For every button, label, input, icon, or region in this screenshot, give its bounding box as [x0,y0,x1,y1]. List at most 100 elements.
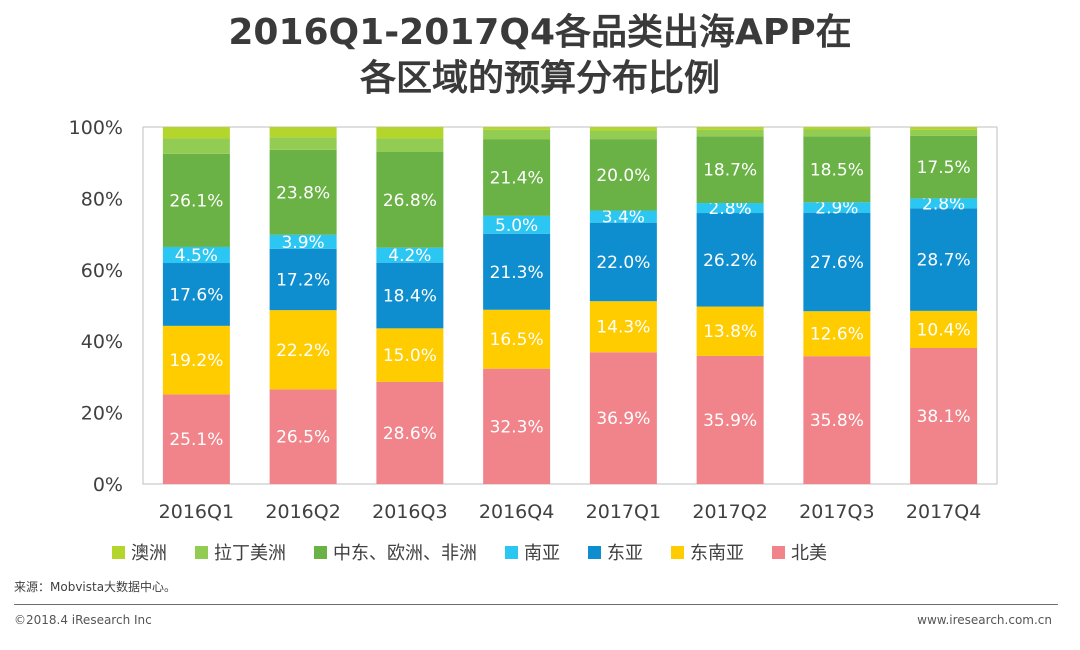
bar-segment [162,325,230,395]
stacked-bar-chart: 0% 20% 40% 60% 80% 100% 25.1% 19.2% 17.6% 4.5% 26.… [69,117,998,523]
bar-data-label: 15.0% [383,346,437,366]
legend-swatch [314,545,327,559]
bar-data-label: 26.5% [276,428,330,448]
bar-segment [589,130,657,140]
legend-label: 中东、欧洲、非洲 [333,543,477,564]
bar-data-label: 21.4% [490,169,544,189]
y-tick-label: 100% [69,117,123,139]
bar-segment [589,139,657,211]
bar-data-label: 22.0% [596,253,650,273]
bar-data-label: 19.2% [169,351,223,371]
bar-data-label: 23.8% [276,183,330,203]
legend-label: 东南亚 [690,543,744,564]
y-tick-label: 20% [81,403,123,425]
x-tick-label: 2016Q2 [265,501,340,523]
legend-item: 拉丁美洲 [195,539,286,565]
bar-data-label: 14.3% [596,318,650,338]
bar-segment [910,208,978,311]
y-tick-label: 0% [93,474,123,496]
bar-segment [269,234,337,249]
bar-segment [483,139,551,216]
bar-data-label: 26.8% [383,191,437,211]
x-tick-label: 2016Q1 [159,501,234,523]
legend-label: 北美 [791,543,827,564]
bar-data-label: 25.1% [169,430,223,450]
bar-segment [376,138,444,152]
bar-segment [269,149,337,235]
bar-segment [696,306,764,356]
bar-segment [162,246,230,264]
bar-segment [483,129,551,140]
legend-swatch [772,545,785,559]
bar-segment [910,129,978,136]
bar-segment [910,135,978,199]
bar-segment [696,355,764,484]
chart-title: 2016Q1-2017Q4各品类出海APP在 各区域的预算分布比例 [0,10,1080,102]
bar-data-label: 2.9% [815,199,858,219]
legend-item: 南亚 [505,539,560,565]
bar-data-label: 12.6% [810,325,864,345]
bar-data-label: 2.8% [709,199,752,219]
bar-segment [376,127,444,139]
y-tick-label: 80% [81,188,123,210]
bar-data-label: 18.4% [383,287,437,307]
bar-segment [696,203,764,214]
bar-segment [483,368,551,484]
bar-segment [269,248,337,311]
bar-data-label: 28.7% [917,251,971,271]
bar-segment [696,136,764,204]
website-link[interactable]: www.iresearch.com.cn [917,613,1052,627]
bar-segment [483,127,551,130]
bar-data-label: 4.2% [388,246,431,266]
footer-divider [14,604,1058,605]
bar-segment [269,310,337,390]
bar-segment [803,202,871,213]
legend-label: 拉丁美洲 [214,543,286,564]
bar-data-label: 17.6% [169,285,223,305]
legend-item: 中东、欧洲、非洲 [314,539,477,565]
bar-segment [162,127,230,139]
bar-segment [589,301,657,353]
x-tick-label: 2017Q4 [906,501,981,523]
bar-data-label: 26.1% [169,191,223,211]
bar-segment [376,262,444,329]
bar-segment [589,127,657,131]
legend-item: 澳洲 [112,539,167,565]
x-tick-label: 2016Q4 [479,501,554,523]
x-tick-label: 2017Q2 [692,501,767,523]
bar-segment [910,310,978,348]
y-tick-label: 60% [81,260,123,282]
bar-data-label: 20.0% [596,166,650,186]
bar-segment [803,127,871,130]
bar-data-label: 18.5% [810,160,864,180]
plot-area-frame [142,126,998,485]
bar-data-label: 3.9% [282,233,325,253]
bar-data-label: 17.2% [276,270,330,290]
chart-title-line2: 各区域的预算分布比例 [359,58,720,99]
bar-segment [803,136,871,203]
bar-data-label: 16.5% [490,330,544,350]
legend-label: 东亚 [607,543,643,564]
bar-segment [483,215,551,234]
bar-segment [162,394,230,484]
legend-swatch [671,545,684,559]
bar-segment [483,309,551,369]
bar-data-label: 26.2% [703,251,757,271]
bar-segment [376,328,444,382]
bar-segment [696,127,764,130]
legend-swatch [588,545,601,559]
bar-segment [483,233,551,310]
bar-segment [162,153,230,247]
bar-segment [162,263,230,326]
bar-segment [376,381,444,484]
bar-segment [269,127,337,138]
bar-data-label: 28.6% [383,424,437,444]
bar-data-label: 2.8% [922,194,965,214]
bar-data-label: 13.8% [703,322,757,342]
bar-segment [910,198,978,209]
bar-segment [910,127,978,130]
y-tick-label: 40% [81,331,123,353]
bar-data-label: 18.7% [703,161,757,181]
legend-label: 澳洲 [131,543,167,564]
bar-segment [696,213,764,307]
